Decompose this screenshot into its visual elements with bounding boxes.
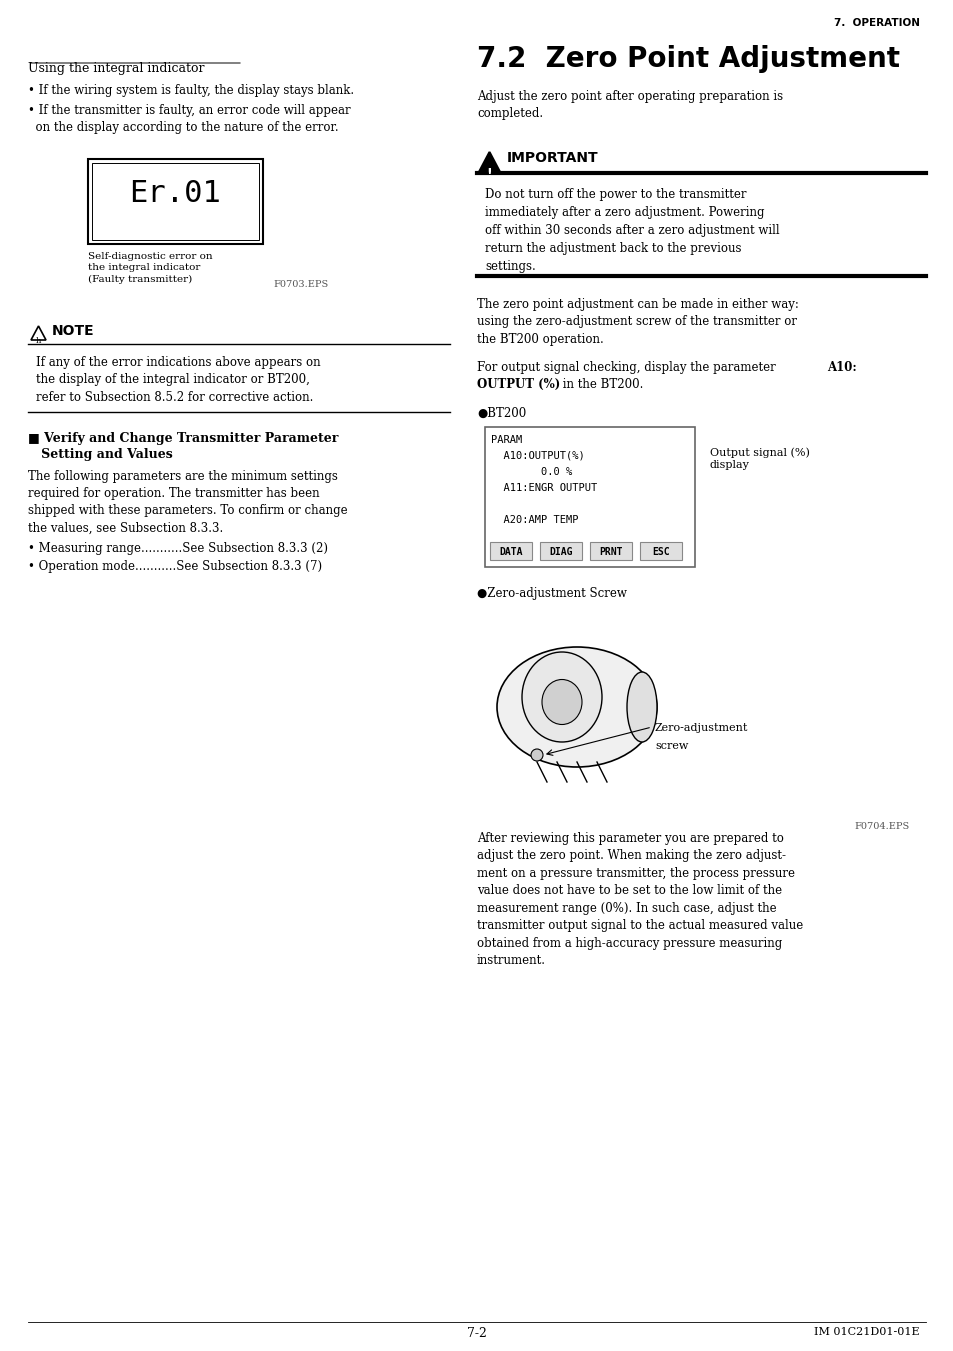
Text: ●BT200: ●BT200	[476, 407, 526, 420]
Text: OUTPUT (%): OUTPUT (%)	[476, 378, 559, 390]
Text: F0704.EPS: F0704.EPS	[854, 821, 909, 831]
Text: Output signal (%)
display: Output signal (%) display	[709, 447, 809, 470]
Text: Er.01: Er.01	[130, 178, 221, 208]
Text: PARAM: PARAM	[491, 435, 521, 444]
Text: Self-diagnostic error on
the integral indicator
(Faulty transmitter): Self-diagnostic error on the integral in…	[88, 253, 213, 284]
Text: F0703.EPS: F0703.EPS	[273, 280, 328, 289]
Text: NOTE: NOTE	[52, 324, 94, 338]
Bar	[589, 542, 631, 561]
Text: A20:AMP TEMP: A20:AMP TEMP	[491, 515, 578, 526]
Ellipse shape	[497, 647, 657, 767]
Text: Do not turn off the power to the transmitter
immediately after a zero adjustment: Do not turn off the power to the transmi…	[484, 188, 779, 273]
Text: ●Zero-adjustment Screw: ●Zero-adjustment Screw	[476, 586, 626, 600]
Text: Zero-adjustment: Zero-adjustment	[655, 723, 747, 734]
Text: A10:OUTPUT(%): A10:OUTPUT(%)	[491, 451, 584, 461]
Ellipse shape	[531, 748, 542, 761]
Text: !: !	[486, 168, 492, 180]
Text: A10:: A10:	[826, 361, 856, 374]
Text: PRNT: PRNT	[598, 547, 622, 557]
Text: h: h	[36, 336, 41, 345]
Text: 0.0 %: 0.0 %	[491, 467, 572, 477]
Polygon shape	[30, 326, 46, 340]
Text: • Operation mode...........See Subsection 8.3.3 (7): • Operation mode...........See Subsectio…	[28, 561, 322, 573]
Text: IM 01C21D01-01E: IM 01C21D01-01E	[814, 1327, 919, 1337]
Bar	[639, 542, 681, 561]
Text: ■ Verify and Change Transmitter Parameter: ■ Verify and Change Transmitter Paramete…	[28, 432, 338, 444]
Text: DATA: DATA	[498, 547, 522, 557]
Text: in the BT200.: in the BT200.	[558, 378, 642, 390]
Text: ESC: ESC	[652, 547, 669, 557]
Text: Adjust the zero point after operating preparation is
completed.: Adjust the zero point after operating pr…	[476, 91, 782, 120]
Text: The following parameters are the minimum settings
required for operation. The tr: The following parameters are the minimum…	[28, 470, 347, 535]
Bar	[539, 542, 581, 561]
Text: • Measuring range...........See Subsection 8.3.3 (2): • Measuring range...........See Subsecti…	[28, 542, 328, 555]
Text: 7.  OPERATION: 7. OPERATION	[833, 18, 919, 28]
Text: IMPORTANT: IMPORTANT	[506, 151, 598, 165]
Text: The zero point adjustment can be made in either way:
using the zero-adjustment s: The zero point adjustment can be made in…	[476, 299, 798, 346]
Ellipse shape	[541, 680, 581, 724]
Text: If any of the error indications above appears on
the display of the integral ind: If any of the error indications above ap…	[36, 357, 320, 404]
Ellipse shape	[626, 671, 657, 742]
Ellipse shape	[521, 653, 601, 742]
Text: screw: screw	[655, 740, 688, 751]
Text: • If the transmitter is faulty, an error code will appear
  on the display accor: • If the transmitter is faulty, an error…	[28, 104, 351, 134]
Polygon shape	[479, 153, 498, 170]
Text: Using the integral indicator: Using the integral indicator	[28, 62, 204, 76]
Text: After reviewing this parameter you are prepared to
adjust the zero point. When m: After reviewing this parameter you are p…	[476, 832, 802, 967]
Text: Setting and Values: Setting and Values	[28, 449, 172, 461]
Text: • If the wiring system is faulty, the display stays blank.: • If the wiring system is faulty, the di…	[28, 84, 354, 97]
Bar	[91, 163, 258, 240]
Bar	[490, 542, 532, 561]
Text: DIAG: DIAG	[549, 547, 572, 557]
Bar	[484, 427, 695, 567]
Bar	[88, 159, 263, 245]
Text: For output signal checking, display the parameter: For output signal checking, display the …	[476, 361, 779, 374]
Text: A11:ENGR OUTPUT: A11:ENGR OUTPUT	[491, 484, 597, 493]
Text: 7-2: 7-2	[467, 1327, 486, 1340]
Text: 7.2  Zero Point Adjustment: 7.2 Zero Point Adjustment	[476, 45, 899, 73]
